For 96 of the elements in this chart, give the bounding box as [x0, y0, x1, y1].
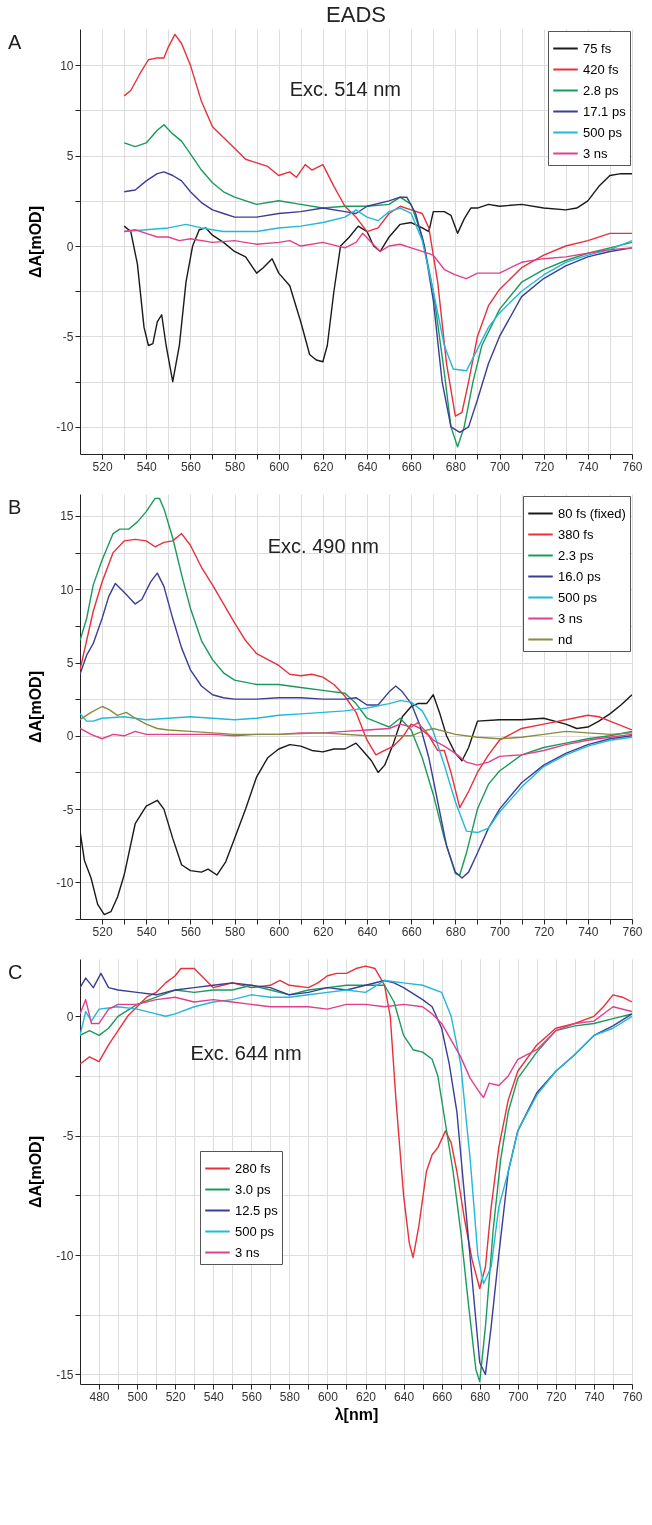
x-tick-label: 720 — [534, 459, 555, 474]
x-tick-label: 680 — [470, 1389, 491, 1404]
line-series — [123, 33, 632, 417]
x-tick-label: 620 — [313, 459, 334, 474]
legend-label: 500 ps — [583, 124, 623, 140]
chart-title: EADS — [326, 2, 386, 27]
x-tick-label: 580 — [225, 924, 246, 939]
x-tick-label: 760 — [622, 459, 643, 474]
legend-label: nd — [558, 631, 573, 647]
y-tick-label: 5 — [66, 656, 74, 671]
line-series — [80, 497, 632, 876]
x-tick-label: 760 — [622, 924, 643, 939]
y-axis-title: ΔA[mOD] — [27, 671, 45, 743]
x-tick-label: 540 — [203, 1389, 225, 1404]
legend-label: 380 fs — [558, 526, 594, 542]
y-tick-label: -5 — [62, 1129, 74, 1144]
legend-label: 280 fs — [235, 1160, 271, 1176]
line-series — [123, 172, 632, 383]
text: A — [8, 31, 22, 53]
line-series — [80, 532, 632, 809]
legend-label: 3 ns — [235, 1244, 261, 1260]
y-tick-label: -10 — [56, 875, 74, 890]
line-series — [80, 699, 632, 834]
y-tick-label: 0 — [66, 239, 74, 254]
y-axis-title: ΔA[mOD] — [27, 1136, 45, 1208]
x-axis-title: λ[nm] — [334, 1405, 379, 1423]
line-series — [80, 996, 632, 1099]
x-tick-label: 600 — [317, 1389, 339, 1404]
x-tick-label: 580 — [279, 1389, 301, 1404]
legend-label: 16.0 ps — [558, 568, 602, 584]
x-tick-label: 660 — [401, 459, 423, 474]
x-tick-label: 620 — [356, 1389, 377, 1404]
y-tick-label: 5 — [66, 149, 74, 164]
x-tick-label: 640 — [357, 924, 378, 939]
legend-label: 75 fs — [583, 40, 612, 56]
x-tick-label: 540 — [136, 924, 158, 939]
legend-label: 2.8 ps — [583, 82, 619, 98]
x-tick-label: 740 — [578, 924, 599, 939]
x-tick-label: 560 — [180, 459, 202, 474]
text: C — [8, 961, 23, 983]
annotation: Exc. 490 nm — [267, 534, 379, 557]
x-tick-label: 620 — [313, 924, 334, 939]
x-tick-label: 660 — [432, 1389, 453, 1404]
legend-label: 420 fs — [583, 61, 619, 77]
x-tick-label: 560 — [241, 1389, 263, 1404]
x-tick-label: 640 — [394, 1389, 415, 1404]
legend-label: 500 ps — [235, 1223, 275, 1239]
y-tick-label: -5 — [62, 802, 74, 817]
y-tick-label: -5 — [62, 329, 74, 344]
legend-label: 3 ns — [558, 610, 584, 626]
y-tick-label: -10 — [56, 420, 74, 435]
x-tick-label: 680 — [445, 459, 467, 474]
line-series — [123, 124, 632, 448]
legend-label: 500 ps — [558, 589, 598, 605]
legend-label: 17.1 ps — [583, 103, 627, 119]
y-tick-label: 0 — [66, 1009, 74, 1024]
legend-label: 3 ns — [583, 145, 609, 161]
y-tick-label: -15 — [56, 1367, 74, 1382]
legend-label: 80 fs (fixed) — [558, 505, 626, 521]
x-tick-label: 580 — [225, 459, 246, 474]
y-tick-label: 10 — [60, 582, 74, 597]
line-series — [123, 229, 632, 280]
annotation: Exc. 514 nm — [289, 78, 401, 100]
x-tick-label: 700 — [490, 459, 511, 474]
x-tick-label: 520 — [92, 924, 113, 939]
x-tick-label: 640 — [357, 459, 378, 474]
x-tick-label: 760 — [622, 1389, 643, 1404]
x-tick-label: 720 — [534, 924, 555, 939]
x-tick-label: 500 — [127, 1389, 148, 1404]
line-series — [80, 721, 632, 766]
y-tick-label: 15 — [60, 509, 74, 524]
legend-label: 12.5 ps — [235, 1202, 279, 1218]
x-tick-label: 680 — [445, 924, 467, 939]
y-tick-label: 0 — [66, 729, 74, 744]
x-tick-label: 700 — [508, 1389, 529, 1404]
line-series — [80, 705, 632, 740]
x-tick-label: 520 — [92, 459, 113, 474]
y-axis-title: ΔA[mOD] — [27, 206, 45, 278]
x-tick-label: 720 — [546, 1389, 567, 1404]
y-tick-label: 10 — [60, 58, 74, 73]
text: B — [8, 496, 22, 518]
x-tick-label: 740 — [584, 1389, 605, 1404]
x-tick-label: 660 — [401, 924, 423, 939]
x-tick-label: 520 — [165, 1389, 186, 1404]
x-tick-label: 480 — [89, 1389, 110, 1404]
x-tick-label: 560 — [180, 924, 202, 939]
annotation: Exc. 644 nm — [190, 1042, 302, 1064]
x-tick-label: 540 — [136, 459, 158, 474]
legend-label: 3.0 ps — [235, 1181, 271, 1197]
x-tick-label: 600 — [269, 459, 290, 474]
y-tick-label: -10 — [56, 1248, 74, 1263]
x-tick-label: 740 — [578, 459, 599, 474]
x-tick-label: 600 — [269, 924, 290, 939]
legend-label: 2.3 ps — [558, 547, 594, 563]
x-tick-label: 700 — [490, 924, 511, 939]
line-series — [80, 572, 632, 879]
